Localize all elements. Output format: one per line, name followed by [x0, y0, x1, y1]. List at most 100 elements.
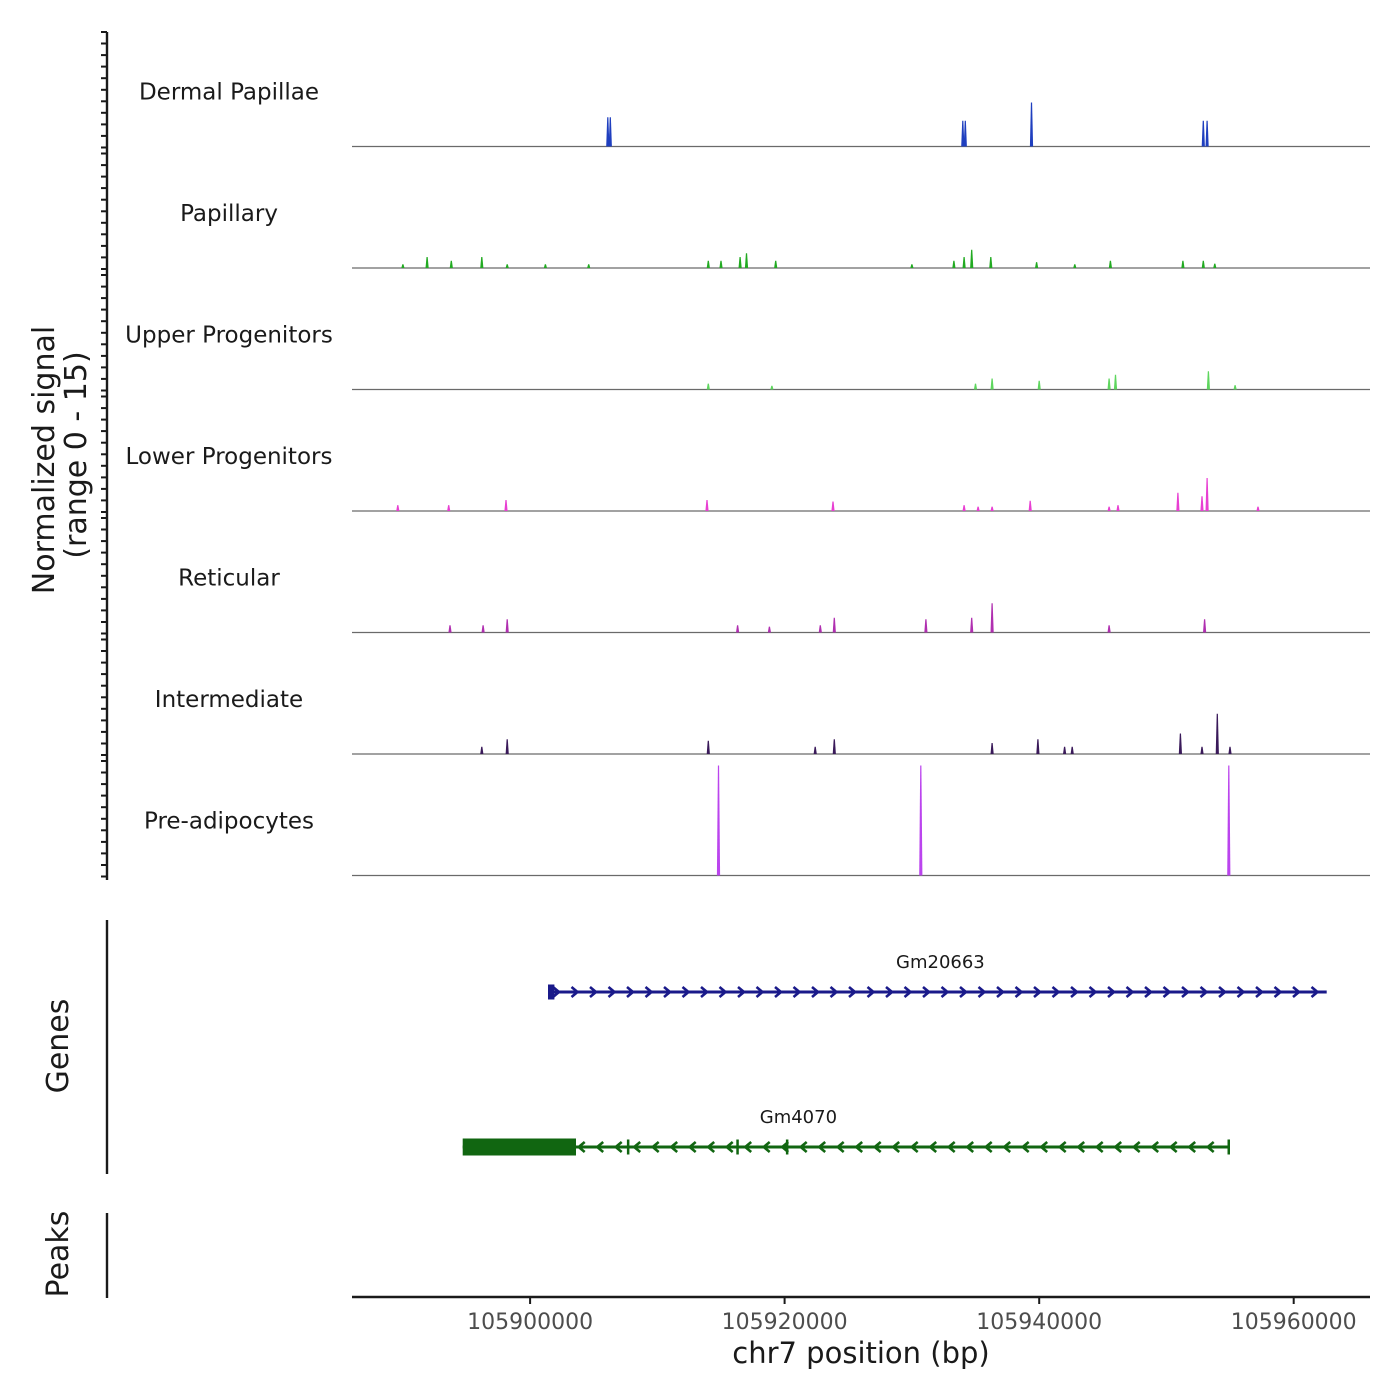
strand-chevron: [872, 1141, 882, 1153]
coverage-peak: [1107, 506, 1111, 511]
strand-chevron: [1205, 1141, 1215, 1153]
coverage-peak: [990, 603, 994, 633]
coverage-peak: [963, 120, 967, 147]
coverage-tracks: Dermal Papillae Papillary Upper Progenitor…: [125, 80, 1370, 877]
y-axis-label-line2: (range 0 - 15): [59, 351, 94, 558]
coverage-peak: [1228, 746, 1232, 754]
strand-chevron: [811, 986, 821, 998]
strand-chevron: [1236, 986, 1246, 998]
strand-chevron: [1131, 1141, 1141, 1153]
strand-chevron: [700, 986, 710, 998]
coverage-peak: [818, 625, 822, 633]
strand-chevron: [650, 1141, 660, 1153]
x-tick-label: 105920000: [722, 1310, 848, 1335]
track-upper-progenitors: Upper Progenitors: [125, 323, 1370, 391]
coverage-peak: [770, 385, 774, 390]
strand-chevron: [1292, 986, 1302, 998]
coverage-peak: [1227, 765, 1231, 876]
coverage-peak: [706, 740, 710, 754]
coverage-peak: [1200, 496, 1204, 511]
strand-chevron: [632, 1141, 642, 1153]
coverage-peak: [1205, 120, 1209, 147]
strand-chevron: [1002, 1141, 1012, 1153]
coverage-peak: [543, 264, 547, 268]
strand-chevron: [687, 1141, 697, 1153]
strand-chevron: [718, 986, 728, 998]
coverage-peak: [924, 619, 928, 633]
coverage-peak: [447, 505, 451, 511]
strand-chevron: [1218, 986, 1228, 998]
strand-chevron: [1094, 1141, 1104, 1153]
strand-chevron: [1255, 986, 1265, 998]
genes-track-label: Genes: [41, 999, 76, 1094]
coverage-y-ticks: [101, 31, 107, 878]
coverage-peak: [990, 378, 994, 390]
strand-chevron: [1107, 986, 1117, 998]
coverage-peak: [481, 625, 485, 633]
strand-chevron: [1088, 986, 1098, 998]
peaks-track-label: Peaks: [41, 1211, 76, 1298]
strand-chevron: [792, 986, 802, 998]
coverage-peak: [990, 506, 994, 511]
coverage-peak: [480, 257, 484, 268]
track-intermediate: Intermediate: [155, 687, 1370, 755]
coverage-peak: [396, 505, 400, 511]
strand-chevron: [854, 1141, 864, 1153]
coverage-peak: [716, 765, 721, 876]
exon: [548, 984, 555, 1000]
exon: [785, 1139, 789, 1155]
strand-chevron: [761, 1141, 771, 1153]
coverage-peak: [1205, 478, 1209, 511]
strand-chevron: [663, 986, 673, 998]
coverage-peak: [504, 500, 508, 511]
strand-chevron: [1310, 986, 1320, 998]
coverage-peak: [505, 739, 509, 754]
coverage-peak: [448, 625, 452, 633]
coverage-peak: [832, 617, 836, 633]
strand-chevron: [1057, 1141, 1067, 1153]
strand-chevron: [922, 986, 932, 998]
track-label: Reticular: [178, 566, 280, 592]
strand-chevron: [940, 986, 950, 998]
strand-chevron: [848, 986, 858, 998]
strand-chevron: [737, 986, 747, 998]
coverage-peak: [1213, 263, 1217, 268]
strand-chevron: [829, 986, 839, 998]
coverage-peak: [1201, 120, 1205, 147]
track-dermal-papillae: Dermal Papillae: [139, 80, 1370, 148]
coverage-peak: [1116, 505, 1120, 511]
coverage-peak: [1073, 264, 1077, 268]
coverage-peak: [1256, 506, 1260, 511]
coverage-peak: [1176, 492, 1180, 511]
coverage-peak: [976, 506, 980, 511]
coverage-peak: [973, 383, 978, 390]
coverage-peak: [736, 625, 740, 633]
coverage-peak: [587, 264, 591, 268]
gene-gm4070: Gm4070: [462, 1107, 1230, 1156]
strand-chevron: [1125, 986, 1135, 998]
track-reticular: Reticular: [178, 566, 1370, 634]
coverage-peak: [919, 765, 923, 876]
strand-chevron: [1150, 1141, 1160, 1153]
coverage-peak: [1215, 713, 1219, 754]
coverage-peak: [961, 120, 965, 147]
strand-chevron: [607, 986, 617, 998]
coverage-peak: [970, 249, 974, 268]
coverage-peak: [1201, 260, 1205, 268]
strand-chevron: [743, 1141, 753, 1153]
coverage-peak: [1178, 733, 1182, 754]
strand-chevron: [885, 986, 895, 998]
gene-name: Gm20663: [896, 952, 985, 973]
gene-gm20663: Gm20663: [548, 952, 1327, 1000]
coverage-peak: [1181, 260, 1185, 268]
x-tick-label: 105960000: [1231, 1310, 1357, 1335]
strand-chevron: [866, 986, 876, 998]
strand-chevron: [774, 986, 784, 998]
coverage-peak: [1037, 380, 1041, 390]
strand-chevron: [1187, 1141, 1197, 1153]
track-pre-adipocytes: Pre-adipocytes: [144, 765, 1370, 877]
strand-chevron: [835, 1141, 845, 1153]
strand-chevron: [755, 986, 765, 998]
strand-chevron: [669, 1141, 679, 1153]
coverage-peak: [705, 500, 709, 511]
